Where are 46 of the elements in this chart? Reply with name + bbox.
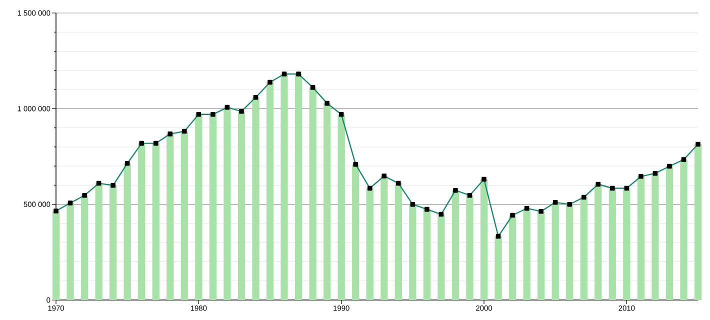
bar — [66, 202, 74, 300]
bar — [80, 195, 88, 300]
bar — [452, 190, 460, 300]
bar — [324, 103, 331, 300]
bar — [124, 163, 131, 300]
bar — [608, 188, 616, 300]
bar — [195, 114, 202, 300]
bar — [224, 107, 231, 300]
bar — [338, 114, 345, 300]
bar — [580, 197, 588, 300]
bar — [180, 131, 188, 300]
bar — [138, 143, 146, 300]
bar — [423, 209, 430, 300]
bar — [538, 211, 545, 300]
bar — [380, 176, 388, 300]
bar — [552, 202, 559, 300]
bar — [252, 97, 260, 300]
bar — [110, 185, 117, 300]
bar — [409, 204, 416, 300]
bar — [152, 143, 160, 300]
bar — [652, 173, 659, 300]
bar — [52, 211, 60, 300]
bar — [666, 166, 674, 300]
bar — [694, 144, 702, 300]
bar — [309, 87, 316, 300]
bar — [523, 208, 530, 300]
bar — [166, 134, 174, 300]
bar — [680, 160, 688, 300]
bar — [209, 114, 216, 300]
bar — [494, 236, 502, 300]
bar — [466, 195, 474, 300]
bar — [366, 188, 374, 300]
bar — [95, 183, 102, 300]
bar — [637, 176, 644, 300]
bar — [394, 183, 402, 300]
bar — [294, 74, 302, 300]
bar — [280, 74, 288, 300]
bar — [438, 214, 445, 300]
bar — [508, 215, 516, 300]
bar — [566, 204, 574, 300]
bar — [594, 184, 602, 300]
bar — [480, 179, 488, 300]
bar — [352, 164, 360, 300]
bar — [238, 111, 246, 300]
bar — [266, 82, 274, 300]
bar — [623, 188, 630, 300]
